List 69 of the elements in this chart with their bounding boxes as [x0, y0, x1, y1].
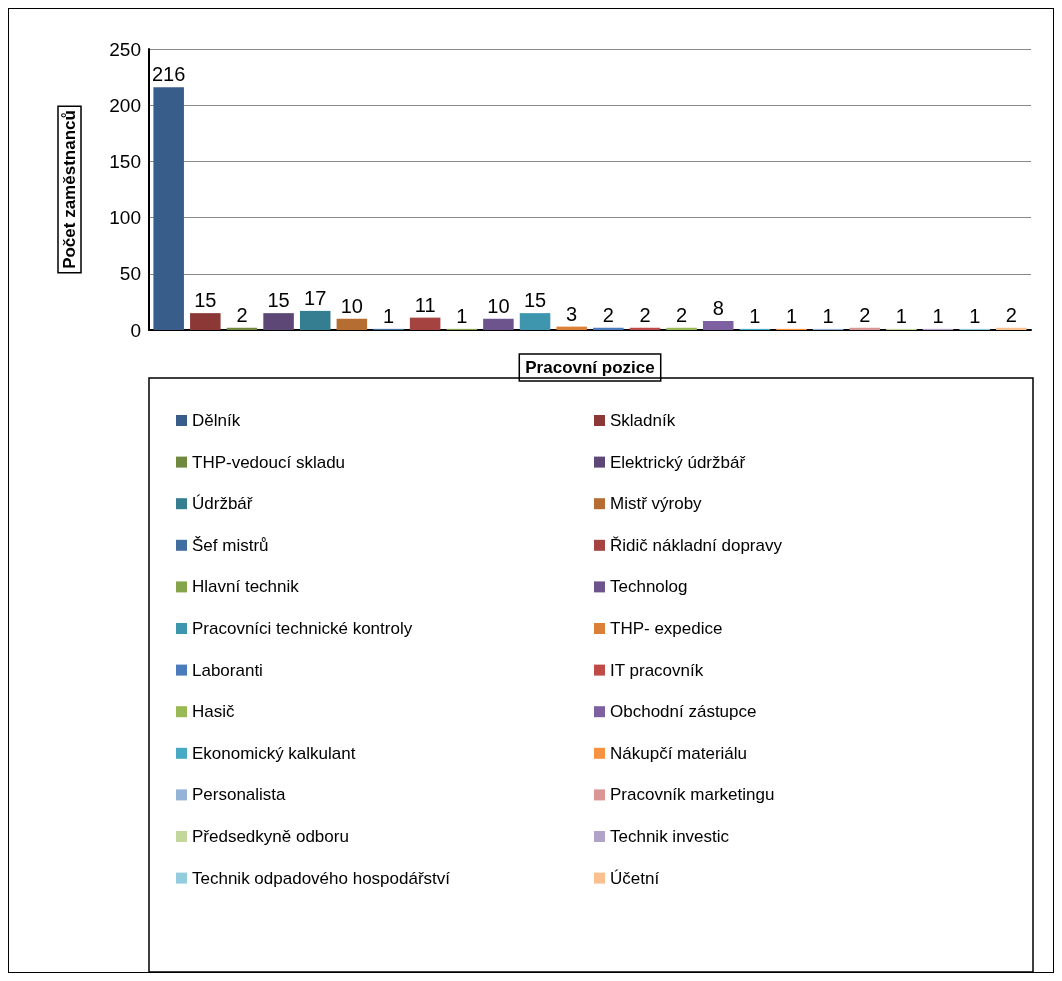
data-label: 1	[822, 304, 834, 327]
data-label: 2	[639, 303, 651, 326]
data-label: 15	[194, 289, 217, 312]
data-label: 2	[602, 303, 614, 326]
data-label: 17	[304, 286, 327, 309]
legend-label: Předsedkyně odboru	[192, 827, 349, 846]
legend-label: Laboranti	[192, 660, 263, 680]
data-label: 11	[414, 293, 436, 316]
y-tick-label: 200	[109, 94, 141, 116]
legend-label: Šef mistrů	[192, 535, 269, 555]
data-label: 1	[785, 304, 798, 327]
bar	[263, 313, 294, 330]
y-tick-label: 100	[109, 207, 141, 229]
y-tick-label: 150	[109, 150, 141, 172]
bar	[519, 313, 551, 330]
legend-label: Ekonomický kalkulant	[192, 743, 356, 763]
data-label: 1	[969, 304, 981, 327]
legend-label: Pracovníci technické kontroly	[192, 619, 413, 638]
data-label: 10	[340, 294, 363, 317]
data-label: 2	[676, 303, 688, 326]
data-label: 216	[151, 63, 186, 86]
bar	[702, 321, 734, 330]
bar	[153, 87, 184, 330]
data-label: 15	[267, 289, 290, 312]
legend-label: Obchodní zástupce	[610, 702, 757, 722]
bar	[299, 310, 331, 330]
legend-label: Personalista	[192, 785, 287, 805]
data-label: 1	[895, 304, 907, 327]
y-tick-label: 0	[130, 319, 141, 341]
legend-label: THP- expedice	[610, 619, 723, 638]
data-label: 1	[382, 304, 395, 327]
legend-label: Technik odpadového hospodářství	[192, 868, 451, 888]
bar	[190, 313, 221, 330]
y-tick-label: 250	[109, 38, 141, 60]
bar	[336, 318, 368, 330]
data-label: 8	[712, 297, 724, 320]
legend-label: Řidič nákladní dopravy	[610, 535, 783, 555]
data-label: 1	[932, 304, 944, 327]
legend-label: Hlavní technik	[192, 577, 300, 597]
bar	[409, 317, 441, 330]
data-label: 15	[523, 289, 547, 312]
legend-label: Nákupčí materiálu	[610, 743, 748, 763]
bar	[556, 326, 587, 330]
legend-label: THP-vedoucí skladu	[192, 452, 346, 472]
legend-label: Technik investic	[610, 827, 730, 846]
legend-label: Skladník	[610, 411, 676, 430]
y-axis-title: Počet zaměstnanců	[60, 110, 79, 269]
legend-label: Hasič	[192, 702, 236, 722]
y-tick-label: 50	[119, 263, 141, 285]
legend-label: IT pracovník	[610, 660, 704, 680]
bar	[483, 318, 514, 330]
data-label: 2	[859, 303, 871, 326]
legend-label: Pracovník marketingu	[610, 785, 775, 805]
data-label: 1	[749, 304, 761, 327]
x-axis-title: Pracovní pozice	[525, 358, 655, 377]
data-label: 10	[487, 294, 510, 317]
legend-label: Údržbář	[192, 494, 253, 514]
data-label: 1	[456, 304, 468, 327]
bar	[666, 327, 697, 330]
data-label: 2	[236, 303, 248, 326]
legend-label: Elektrický údržbář	[610, 452, 746, 472]
legend-label: Účetní	[610, 868, 660, 888]
data-label: 3	[566, 302, 578, 325]
legend-label: Technolog	[610, 577, 688, 597]
data-label: 2	[1005, 303, 1017, 326]
legend-label: Dělník	[192, 411, 241, 430]
legend-label: Mistř výroby	[610, 494, 703, 514]
bar	[593, 327, 624, 330]
bar	[996, 327, 1027, 330]
